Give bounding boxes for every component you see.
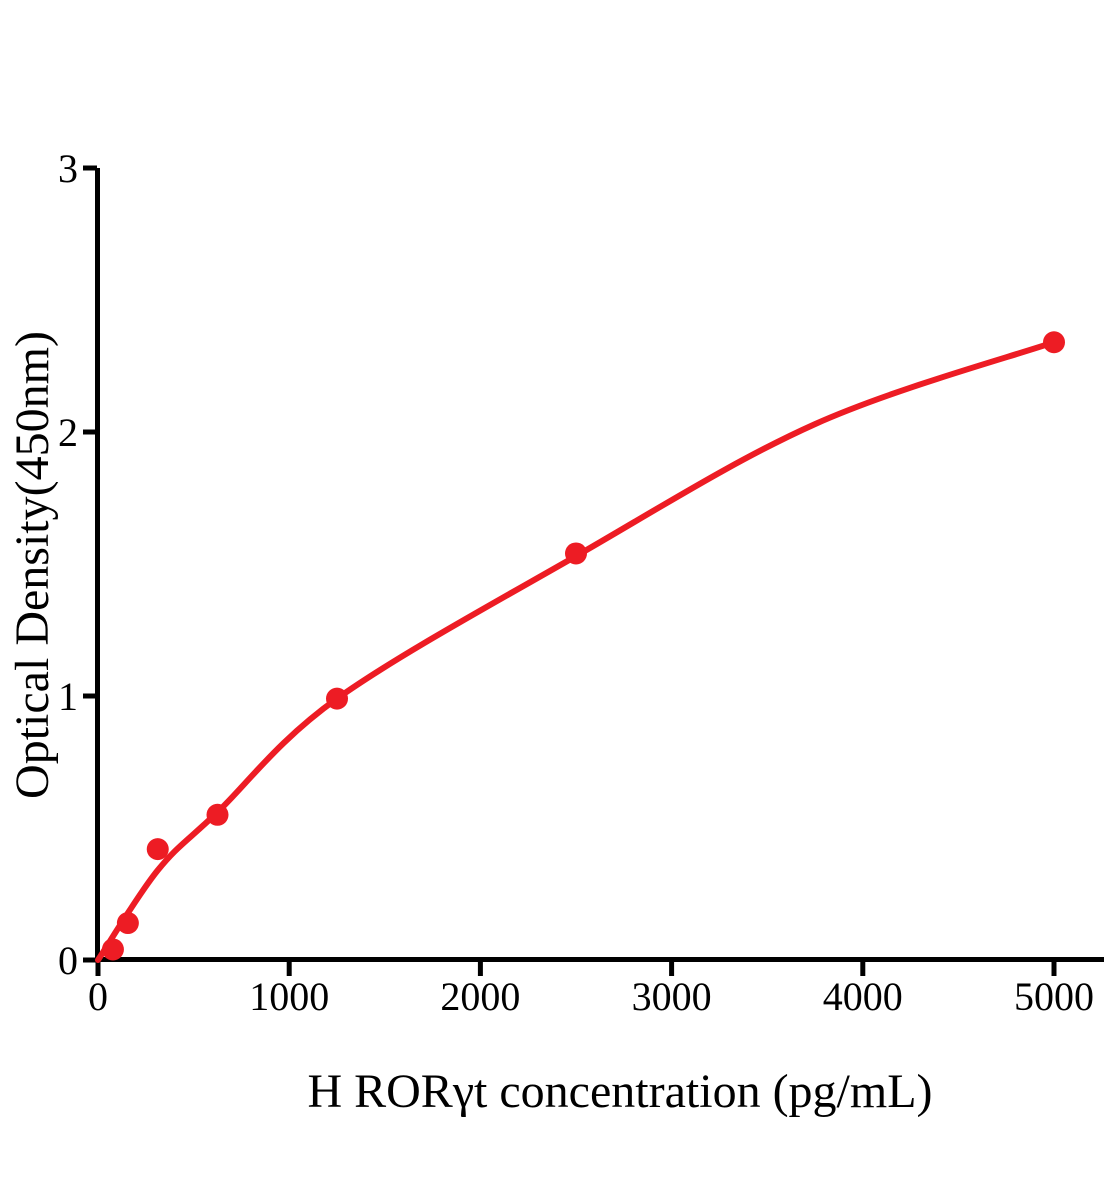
data-point bbox=[116, 912, 139, 935]
y-tick-label: 3 bbox=[58, 146, 78, 191]
y-tick-label: 2 bbox=[58, 410, 78, 455]
data-point bbox=[565, 542, 587, 565]
data-point bbox=[1043, 331, 1065, 354]
y-tick-label: 1 bbox=[58, 674, 78, 719]
y-axis-title: Optical Density(450nm) bbox=[6, 331, 59, 799]
plot-area bbox=[95, 331, 1065, 963]
axes: 0 1000 2000 3000 4000 5000 0 1 2 3 bbox=[58, 146, 1104, 1019]
x-axis-title: H RORγt concentration (pg/mL) bbox=[307, 1065, 932, 1118]
x-tick-label: 0 bbox=[88, 974, 108, 1019]
data-point bbox=[101, 938, 124, 961]
data-point bbox=[146, 838, 169, 861]
x-tick-label: 4000 bbox=[823, 974, 903, 1019]
x-tick-label: 3000 bbox=[632, 974, 712, 1019]
x-tick-label: 1000 bbox=[249, 974, 329, 1019]
x-tick-label: 2000 bbox=[440, 974, 520, 1019]
fitted-curve-line bbox=[95, 339, 1057, 963]
data-point bbox=[206, 803, 229, 826]
x-tick-label: 5000 bbox=[1014, 974, 1094, 1019]
data-point bbox=[326, 687, 348, 710]
y-tick-label: 0 bbox=[58, 938, 78, 983]
